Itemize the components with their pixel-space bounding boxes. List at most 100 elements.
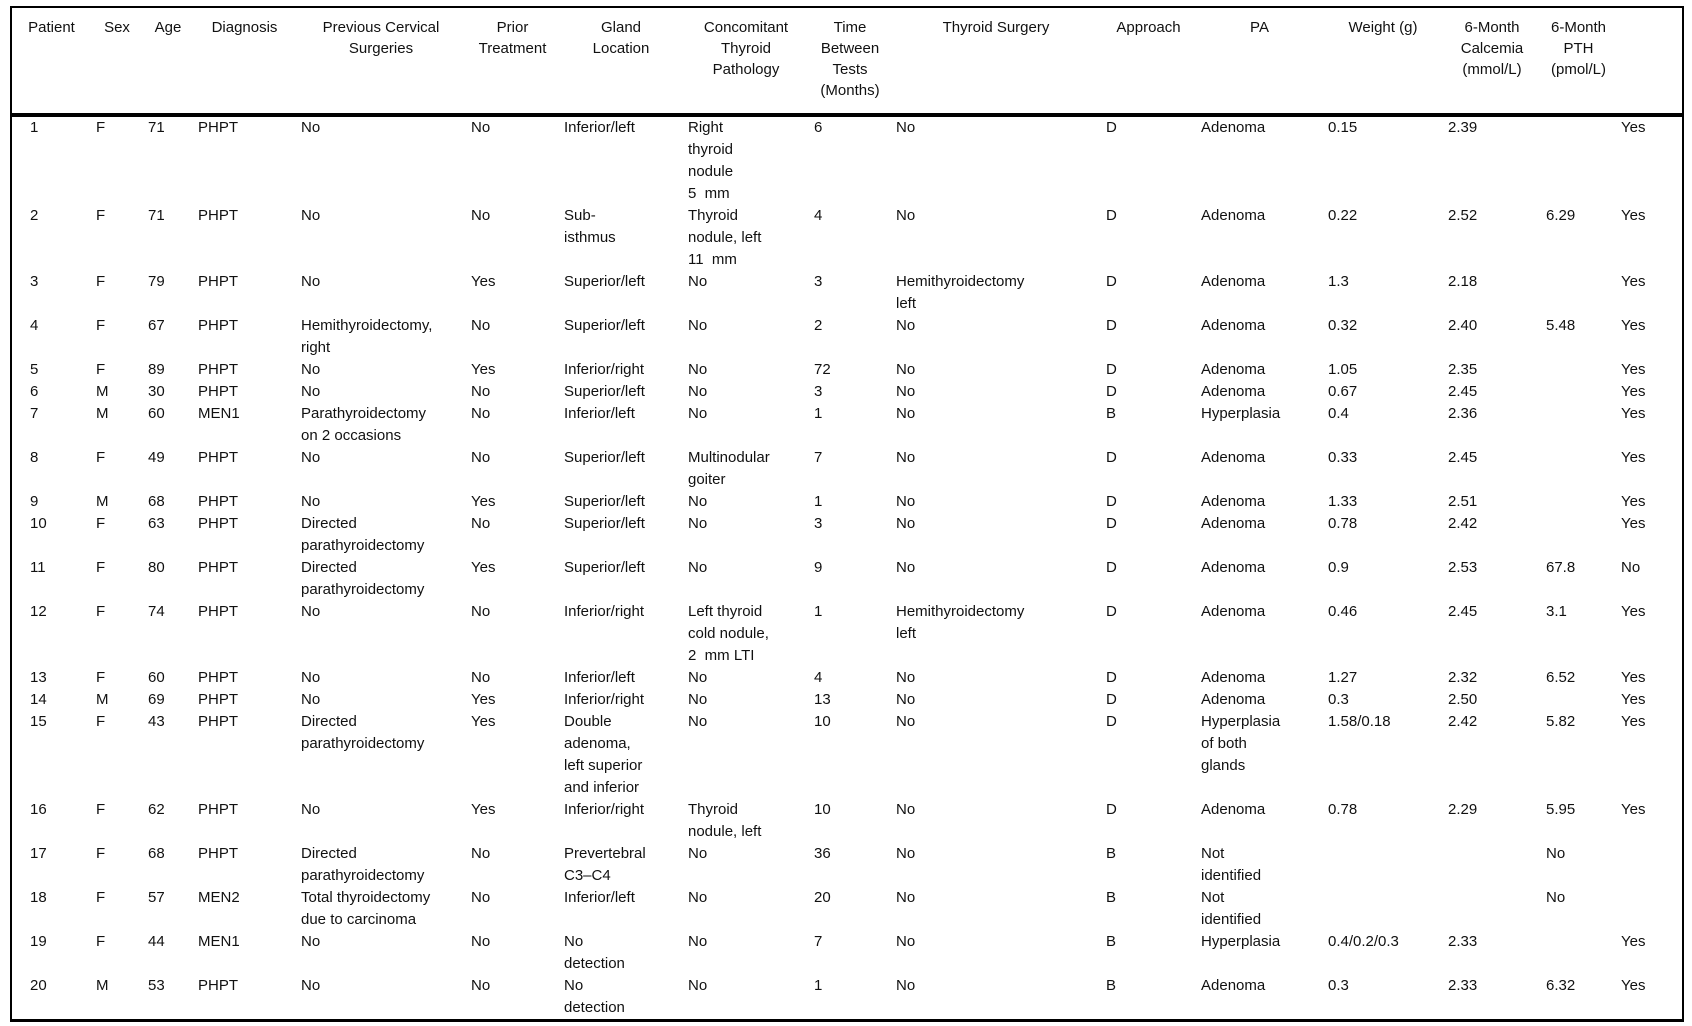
cell-last_column: Yes [1621,207,1646,224]
cell-pa: Hyperplasia [1201,405,1281,422]
cell-concomitant_thyroid_pathology: No [688,405,708,422]
cell-sex: F [96,889,106,906]
cell-patient: 20 [30,977,47,994]
cell-previous_cervical_surgeries: No [301,691,321,708]
cell-weight_g: 0.15 [1328,119,1358,136]
cell-approach: D [1106,713,1117,730]
column-header-prior_treatment: Prior Treatment [466,7,559,117]
cell-age: 63 [148,515,165,532]
cell-patient: 10 [30,515,47,532]
cell-pth_6month [1541,447,1616,491]
cell-age: 60 [148,405,165,422]
cell-prior_treatment: No [471,933,491,950]
cell-age: 71 [148,119,165,136]
cell-pth_6month: 5.82 [1546,713,1576,730]
cell-concomitant_thyroid_pathology: No [688,933,708,950]
cell-sex: F [96,207,106,224]
cell-previous_cervical_surgeries: No [301,669,321,686]
cell-last_column: Yes [1621,713,1646,730]
cell-patient: 2 [30,207,39,224]
cell-calcemia_6month: 2.50 [1448,691,1478,708]
cell-gland_location: Double adenoma, left superior and inferi… [564,713,643,796]
cell-approach: D [1106,801,1117,818]
cell-sex: F [96,669,106,686]
cell-approach: D [1106,119,1117,136]
cell-prior_treatment: Yes [471,713,496,730]
cell-age: 60 [148,669,165,686]
cell-time_between_tests_months: 72 [814,361,831,378]
cell-last_column: Yes [1621,977,1646,994]
cell-calcemia_6month: 2.33 [1448,977,1478,994]
table-row: 8 F 49 PHPT No No Superior/left Multinodular go… [11,447,1683,491]
cell-time_between_tests_months: 10 [814,713,831,730]
cell-patient: 18 [30,889,47,906]
cell-pth_6month: 5.95 [1546,801,1576,818]
cell-concomitant_thyroid_pathology: No [688,559,708,576]
column-header-pa: PA [1196,7,1323,117]
cell-approach: D [1106,449,1117,466]
cell-diagnosis: PHPT [198,801,239,818]
cell-gland_location: Superior/left [564,493,645,510]
cell-time_between_tests_months: 1 [814,493,823,510]
cell-sex: M [96,691,109,708]
cell-approach: D [1106,669,1117,686]
table-row: 19 F 44 MEN1 No No No detection No 7 No B Hyperplas… [11,931,1683,975]
cell-prior_treatment: Yes [471,559,496,576]
cell-approach: B [1106,845,1117,862]
cell-patient: 7 [30,405,39,422]
column-header-thyroid_surgery: Thyroid Surgery [891,7,1101,117]
cell-last_column: Yes [1621,405,1646,422]
cell-weight_g: 0.32 [1328,317,1358,334]
cell-pth_6month: 67.8 [1546,559,1576,576]
column-header-previous_cervical_surgeries: Previous Cervical Surgeries [296,7,466,117]
cell-age: 30 [148,383,165,400]
cell-diagnosis: PHPT [198,207,239,224]
cell-approach: D [1106,493,1117,510]
cell-prior_treatment: No [471,207,491,224]
cell-pa: Adenoma [1201,669,1266,686]
cell-calcemia_6month: 2.40 [1448,317,1478,334]
cell-sex: F [96,361,106,378]
cell-diagnosis: PHPT [198,449,239,466]
cell-calcemia_6month: 2.52 [1448,207,1478,224]
cell-patient: 12 [30,603,47,620]
cell-thyroid_surgery: No [896,515,916,532]
cell-pa: Hyperplasia of both glands [1201,713,1281,774]
table-row: 4 F 67 PHPT Hemithyroidectomy, right No Superi… [11,315,1683,359]
table-body: 1 F 71 PHPT No No Inferior/left Right thyroid n… [11,115,1683,1021]
cell-last_column: Yes [1621,449,1646,466]
cell-calcemia_6month: 2.45 [1448,449,1478,466]
cell-last_column: Yes [1621,383,1646,400]
cell-time_between_tests_months: 6 [814,119,823,136]
cell-diagnosis: PHPT [198,493,239,510]
cell-last_column [1616,887,1683,931]
cell-gland_location: No detection [564,977,625,1016]
cell-calcemia_6month: 2.29 [1448,801,1478,818]
cell-diagnosis: PHPT [198,977,239,994]
table-row: 13 F 60 PHPT No No Inferior/left No 4 No D Adenoma 1… [11,667,1683,689]
cell-pth_6month [1541,491,1616,513]
cell-age: 71 [148,207,165,224]
cell-pa: Adenoma [1201,317,1266,334]
cell-concomitant_thyroid_pathology: No [688,669,708,686]
cell-previous_cervical_surgeries: No [301,933,321,950]
cell-previous_cervical_surgeries: No [301,493,321,510]
cell-prior_treatment: No [471,669,491,686]
cell-calcemia_6month: 2.18 [1448,273,1478,290]
cell-last_column [1616,843,1683,887]
cell-concomitant_thyroid_pathology: Left thyroid cold nodule, 2 mm LTI [688,603,769,664]
column-header-patient: Patient [11,7,91,117]
cell-pth_6month: 3.1 [1546,603,1567,620]
cell-prior_treatment: Yes [471,361,496,378]
cell-thyroid_surgery: No [896,361,916,378]
cell-diagnosis: MEN2 [198,889,240,906]
cell-weight_g: 1.58/0.18 [1328,713,1391,730]
cell-thyroid_surgery: Hemithyroidectomy left [896,273,1025,312]
cell-previous_cervical_surgeries: Directed parathyroidectomy [301,515,425,554]
cell-gland_location: Inferior/left [564,119,635,136]
cell-time_between_tests_months: 3 [814,515,823,532]
cell-weight_g: 1.33 [1328,493,1358,510]
cell-thyroid_surgery: No [896,713,916,730]
cell-weight_g: 0.67 [1328,383,1358,400]
cell-patient: 11 [30,559,46,576]
